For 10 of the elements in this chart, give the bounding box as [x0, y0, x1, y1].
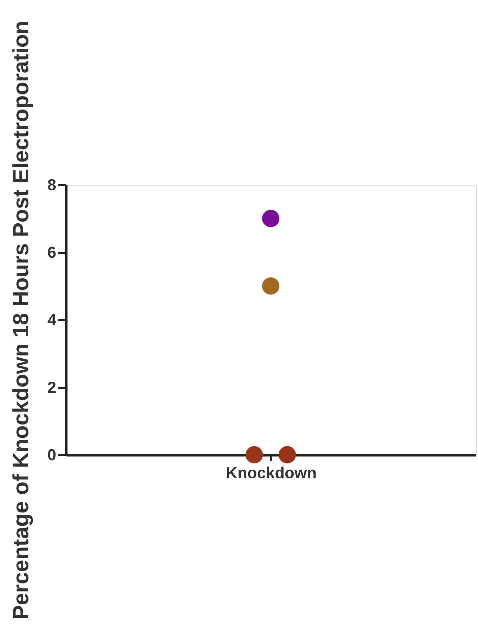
- point: [246, 446, 264, 464]
- y-tick-label: 2: [48, 380, 57, 397]
- point: [262, 210, 280, 228]
- y-tick-label: 6: [48, 245, 57, 262]
- y-tick-label: 0: [48, 448, 57, 464]
- point: [262, 278, 280, 295]
- y-tick-label: 8: [48, 178, 57, 194]
- y-axis-title: Percentage of Knockdown 18 Hours Post Electroporation: [8, 21, 34, 620]
- x-tick-label: Knockdown: [226, 466, 317, 482]
- y-tick-label: 4: [48, 312, 57, 330]
